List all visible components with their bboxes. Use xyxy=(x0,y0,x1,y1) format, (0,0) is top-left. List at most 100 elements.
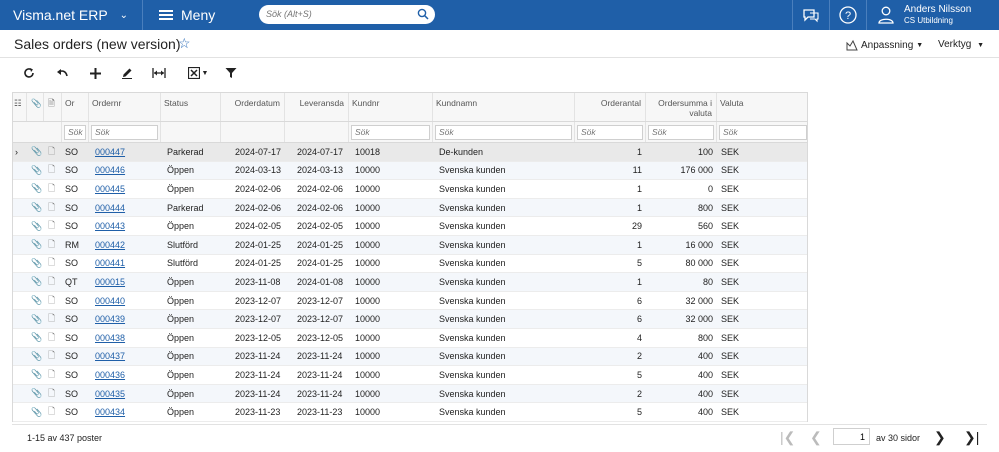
order-link[interactable]: 000435 xyxy=(95,388,126,399)
add-button[interactable] xyxy=(86,65,104,81)
cell-nr[interactable]: 000445 xyxy=(89,180,161,198)
note-icon[interactable]: 🗋 xyxy=(48,257,56,268)
menu-button[interactable]: Meny xyxy=(142,0,252,30)
prev-page-icon[interactable]: ❮ xyxy=(810,429,822,445)
table-row[interactable]: › 📎 🗋 SO 000447 Parkerad 2024-07-17 2024-07-17 1… xyxy=(13,143,807,162)
note-icon[interactable]: 🗋 xyxy=(48,275,56,286)
filter-ordernr[interactable] xyxy=(89,122,161,142)
export-button[interactable]: ▼ xyxy=(186,65,210,81)
attachment-icon[interactable]: 📎 xyxy=(31,239,43,250)
edit-button[interactable] xyxy=(118,65,136,81)
attachment-icon[interactable]: 📎 xyxy=(31,276,43,287)
cell-nr[interactable]: 000438 xyxy=(89,329,161,347)
attachment-icon[interactable]: 📎 xyxy=(31,202,43,213)
help-button[interactable]: ? xyxy=(829,0,866,30)
notifications-button[interactable] xyxy=(792,0,829,30)
table-row[interactable]: 📎 🗋 SO 000445 Öppen 2024-02-06 2024-02-06 10000… xyxy=(13,180,807,199)
order-link[interactable]: 000441 xyxy=(95,258,126,269)
attachment-icon[interactable]: 📎 xyxy=(31,369,43,380)
table-row[interactable]: 📎 🗋 SO 000437 Öppen 2023-11-24 2023-11-24 10000… xyxy=(13,347,807,367)
filter-leveransdatum[interactable] xyxy=(285,122,349,142)
page-number-input[interactable] xyxy=(833,428,870,445)
filter-orderdatum[interactable] xyxy=(221,122,285,142)
cell-nr[interactable]: 000440 xyxy=(89,292,161,310)
table-row[interactable]: 📎 🗋 SO 000444 Parkerad 2024-02-06 2024-02-06 10… xyxy=(13,198,807,218)
attachment-icon[interactable]: 📎 xyxy=(31,406,43,417)
table-row[interactable]: 📎 🗋 SO 000439 Öppen 2023-12-07 2023-12-07 10000… xyxy=(13,310,807,329)
col-header-orderantal[interactable]: Orderantal xyxy=(575,93,646,121)
cell-nr[interactable]: 000447 xyxy=(89,143,161,161)
global-search[interactable] xyxy=(259,5,435,24)
attachment-icon[interactable]: 📎 xyxy=(31,146,43,157)
filter-input-ordernr[interactable] xyxy=(91,124,158,140)
attachment-icon[interactable]: 📎 xyxy=(31,183,43,194)
filter-ordersumma[interactable] xyxy=(646,122,717,142)
table-row[interactable]: 📎 🗋 SO 000443 Öppen 2024-02-05 2024-02-05 10000… xyxy=(13,217,807,236)
customize-menu[interactable]: Anpassning ▼ xyxy=(846,39,923,51)
col-header-valuta[interactable]: Valuta xyxy=(720,98,744,108)
note-icon[interactable]: 🗋 xyxy=(48,313,56,324)
user-menu[interactable]: Anders Nilsson CS Utbildning xyxy=(866,0,999,30)
col-header-ordersumma[interactable]: Ordersumma i valuta xyxy=(646,93,717,121)
attachment-icon[interactable]: 📎 xyxy=(31,313,43,324)
cell-nr[interactable]: 000015 xyxy=(89,273,161,291)
order-link[interactable]: 000444 xyxy=(95,202,126,213)
order-link[interactable]: 000434 xyxy=(95,407,126,418)
note-icon[interactable]: 🗋 xyxy=(48,238,56,249)
note-icon[interactable]: 🗋 xyxy=(48,350,56,361)
table-row[interactable]: 📎 🗋 SO 000436 Öppen 2023-11-24 2023-11-24 10000… xyxy=(13,366,807,385)
attachment-icon[interactable]: 📎 xyxy=(31,350,43,361)
col-header-type[interactable]: Or xyxy=(62,93,89,121)
table-row[interactable]: 📎 🗋 SO 000434 Öppen 2023-11-23 2023-11-23 10000… xyxy=(13,403,807,422)
note-icon[interactable]: 🗋 xyxy=(48,387,56,398)
undo-button[interactable] xyxy=(53,65,71,81)
table-row[interactable]: 📎 🗋 SO 000440 Öppen 2023-12-07 2023-12-07 10000… xyxy=(13,292,807,311)
note-icon[interactable]: 🗋 xyxy=(48,331,56,342)
fit-columns-button[interactable] xyxy=(150,65,168,81)
note-icon[interactable]: 🗋 xyxy=(48,201,56,212)
table-row[interactable]: 📎 🗋 SO 000441 Slutförd 2024-01-25 2024-01-25 10… xyxy=(13,255,807,274)
cell-nr[interactable]: 000446 xyxy=(89,162,161,180)
filter-input-orderantal[interactable] xyxy=(577,124,643,140)
col-header-kundnr[interactable]: Kundnr xyxy=(349,93,433,121)
attachment-icon[interactable]: 📎 xyxy=(31,257,43,268)
table-row[interactable]: 📎 🗋 SO 000446 Öppen 2024-03-13 2024-03-13 10000… xyxy=(13,161,807,181)
note-icon[interactable]: 🗋 xyxy=(48,406,56,417)
refresh-button[interactable] xyxy=(20,65,38,81)
filter-kundnamn[interactable] xyxy=(433,122,575,142)
col-header-kundnamn[interactable]: Kundnamn xyxy=(433,93,575,121)
filter-input-kundnamn[interactable] xyxy=(435,124,572,140)
filter-status[interactable] xyxy=(161,122,221,142)
attachment-icon[interactable]: 📎 xyxy=(31,388,43,399)
table-row[interactable]: 📎 🗋 SO 000435 Öppen 2023-11-24 2023-11-24 10000… xyxy=(13,384,807,404)
note-icon[interactable]: 🗋 xyxy=(48,182,56,193)
cell-nr[interactable]: 000436 xyxy=(89,366,161,384)
filter-valuta[interactable] xyxy=(717,122,809,142)
cell-nr[interactable]: 000444 xyxy=(89,199,161,217)
filter-kundnr[interactable] xyxy=(349,122,433,142)
order-link[interactable]: 000447 xyxy=(95,146,126,157)
col-header-orderdatum[interactable]: Orderdatum xyxy=(221,93,285,121)
attachment-icon[interactable]: 📎 xyxy=(31,332,43,343)
note-icon[interactable]: 🗋 xyxy=(48,145,56,156)
order-link[interactable]: 000440 xyxy=(95,295,126,306)
filter-input-ordersumma[interactable] xyxy=(648,124,714,140)
search-icon[interactable] xyxy=(417,8,429,20)
order-link[interactable]: 000445 xyxy=(95,183,126,194)
attachment-icon[interactable]: 📎 xyxy=(31,164,43,175)
note-icon[interactable]: 🗋 xyxy=(48,164,56,175)
app-switcher[interactable]: Visma.net ERP ⌄ xyxy=(0,0,142,30)
favorite-star-icon[interactable]: ☆ xyxy=(178,35,191,51)
cell-nr[interactable]: 000443 xyxy=(89,217,161,235)
tools-menu[interactable]: Verktyg ▼ xyxy=(938,39,984,50)
order-link[interactable]: 000442 xyxy=(95,239,126,250)
attachment-icon[interactable]: 📎 xyxy=(31,220,43,231)
cell-nr[interactable]: 000435 xyxy=(89,385,161,403)
filter-input-type[interactable] xyxy=(64,124,86,140)
table-row[interactable]: 📎 🗋 RM 000442 Slutförd 2024-01-25 2024-01-25 10… xyxy=(13,235,807,255)
cell-nr[interactable]: 000434 xyxy=(89,403,161,421)
col-header-leveransdatum[interactable]: Leveransda xyxy=(285,93,349,121)
cell-nr[interactable]: 000442 xyxy=(89,236,161,254)
table-row[interactable]: 📎 🗋 QT 000015 Öppen 2023-11-08 2024-01-08 10000… xyxy=(13,273,807,292)
filter-type[interactable] xyxy=(62,122,89,142)
